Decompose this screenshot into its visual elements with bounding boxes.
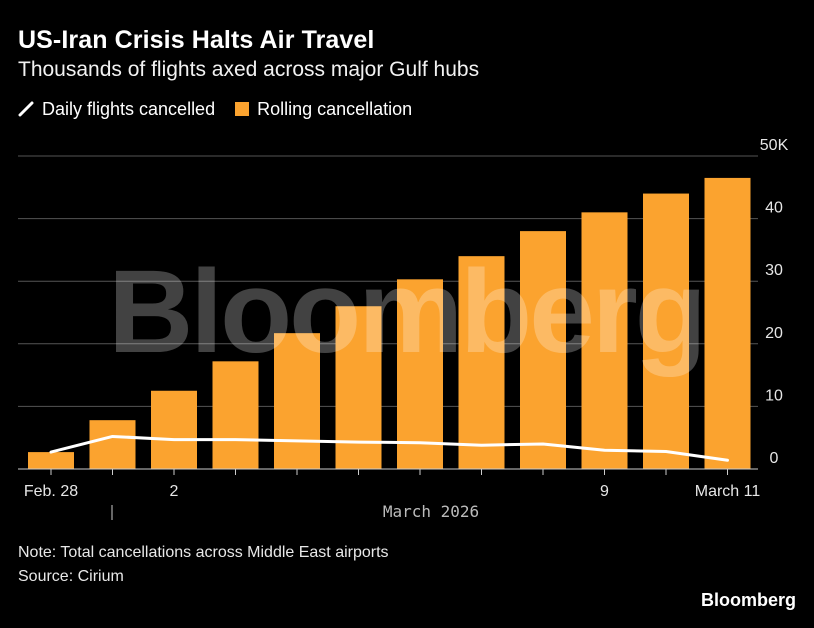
line-swatch-icon	[18, 101, 34, 117]
legend: Daily flights cancelled Rolling cancella…	[18, 97, 432, 121]
y-tick-label: 20	[765, 325, 783, 342]
bloomberg-watermark: Bloomberg	[108, 246, 704, 378]
gridlines	[18, 155, 758, 407]
bar	[28, 452, 74, 469]
bar	[212, 361, 259, 469]
bar	[643, 193, 689, 469]
x-axis-label: March 2026	[383, 502, 479, 521]
daily-line	[49, 434, 729, 462]
legend-label-rolling: Rolling cancellation	[257, 98, 413, 119]
bar	[581, 212, 628, 469]
y-tick-label: 0	[770, 450, 779, 467]
footnote: Note: Total cancellations across Middle …	[18, 544, 389, 561]
chart-title: US-Iran Crisis Halts Air Travel	[18, 26, 375, 54]
y-axis-ticks: 0 10 20 30 40 50K	[760, 137, 789, 467]
y-tick-label: 50K	[760, 137, 789, 154]
daily-cancellations-line	[49, 434, 729, 462]
bar	[458, 256, 505, 469]
bar	[151, 390, 197, 469]
y-tick-label: 40	[765, 200, 783, 217]
bar	[89, 420, 136, 469]
bloomberg-logo: Bloomberg	[700, 590, 796, 610]
x-tick-label: 2	[170, 483, 179, 500]
y-tick-label: 10	[765, 387, 783, 404]
source-note: Source: Cirium	[18, 568, 124, 585]
bar	[704, 177, 751, 469]
legend-label-daily: Daily flights cancelled	[42, 98, 216, 119]
bar-swatch-icon	[235, 102, 250, 116]
x-tick-label: March 11	[695, 483, 761, 500]
bar	[520, 231, 566, 469]
chart-subtitle: Thousands of flights axed across major G…	[18, 58, 480, 81]
bar	[274, 333, 320, 469]
legend-item-daily: Daily flights cancelled	[18, 99, 215, 120]
bar	[397, 279, 443, 469]
x-axis-ticks: Feb. 28 2 9 March 11	[24, 469, 760, 500]
x-tick-label: 9	[600, 483, 609, 500]
y-tick-label: 30	[765, 262, 783, 279]
bars	[28, 177, 751, 469]
x-tick-label: Feb. 28	[24, 483, 78, 500]
legend-item-rolling: Rolling cancellation	[235, 99, 412, 120]
